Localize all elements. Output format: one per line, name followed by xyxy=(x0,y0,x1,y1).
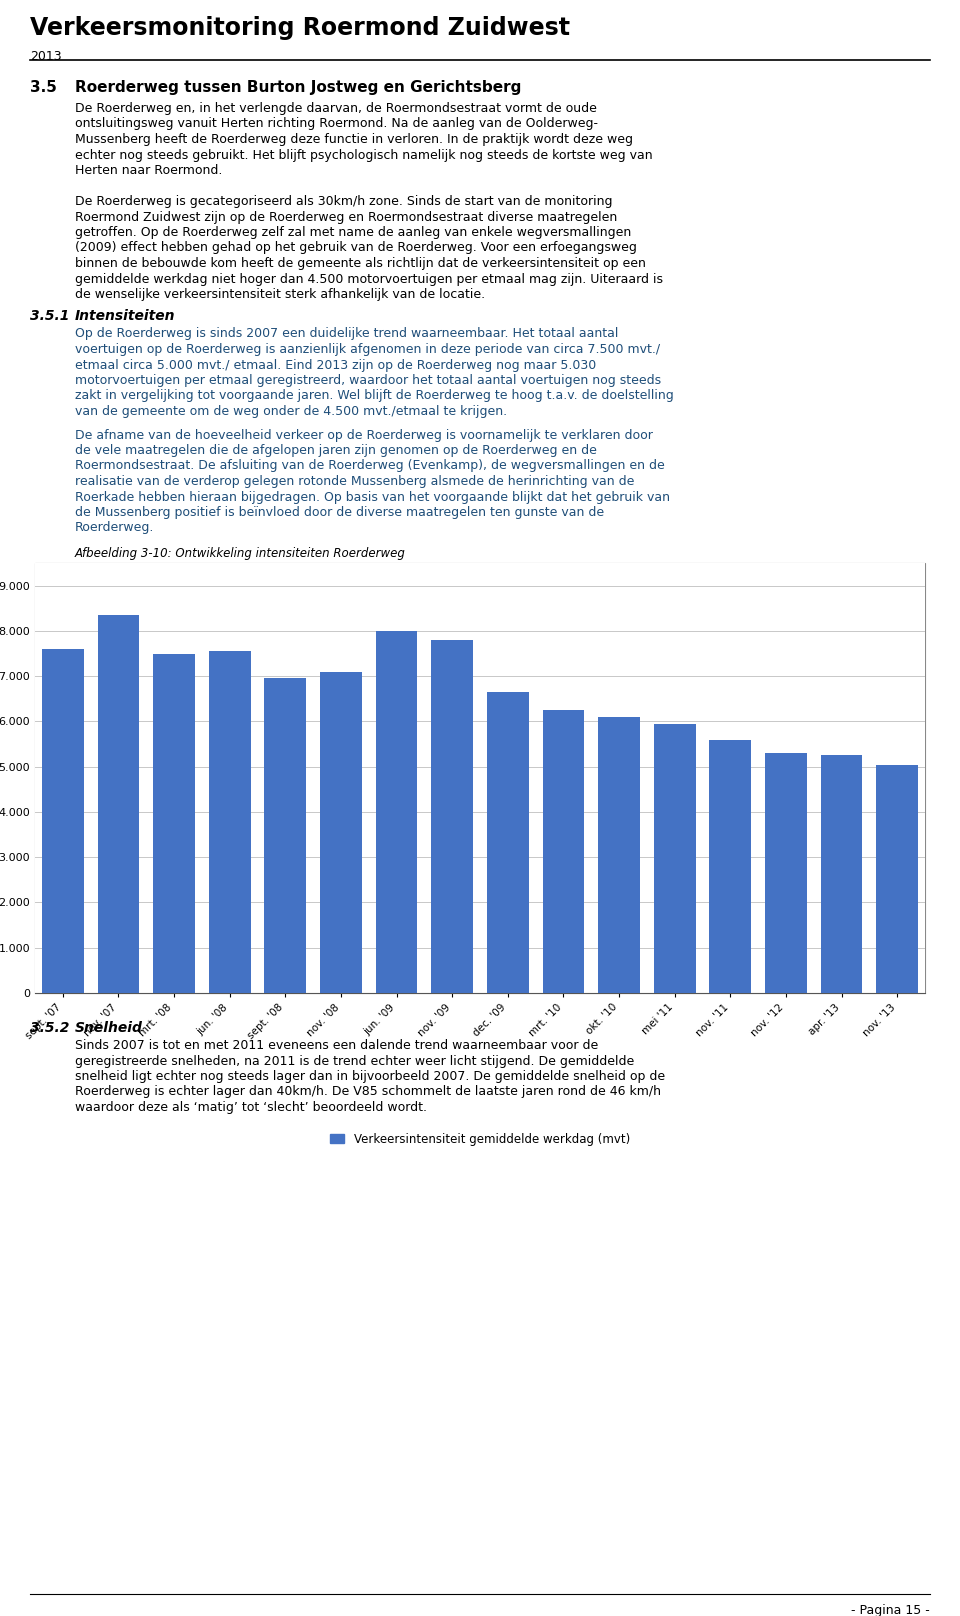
Text: motorvoertuigen per etmaal geregistreerd, waardoor het totaal aantal voertuigen : motorvoertuigen per etmaal geregistreerd… xyxy=(75,373,661,386)
Text: Sinds 2007 is tot en met 2011 eveneens een dalende trend waarneembaar voor de: Sinds 2007 is tot en met 2011 eveneens e… xyxy=(75,1039,598,1052)
Text: etmaal circa 5.000 mvt./ etmaal. Eind 2013 zijn op de Roerderweg nog maar 5.030: etmaal circa 5.000 mvt./ etmaal. Eind 20… xyxy=(75,359,596,372)
Bar xyxy=(598,718,640,992)
Bar xyxy=(431,640,473,992)
Bar xyxy=(35,562,925,992)
Bar xyxy=(209,651,251,992)
Text: waardoor deze als ‘matig’ tot ‘slecht’ beoordeeld wordt.: waardoor deze als ‘matig’ tot ‘slecht’ b… xyxy=(75,1100,427,1113)
Text: binnen de bebouwde kom heeft de gemeente als richtlijn dat de verkeersintensitei: binnen de bebouwde kom heeft de gemeente… xyxy=(75,257,646,270)
Text: Roerderweg tussen Burton Jostweg en Gerichtsberg: Roerderweg tussen Burton Jostweg en Geri… xyxy=(75,81,521,95)
Text: Roerderweg.: Roerderweg. xyxy=(75,522,155,535)
Text: de Mussenberg positief is beïnvloed door de diverse maatregelen ten gunste van d: de Mussenberg positief is beïnvloed door… xyxy=(75,506,604,519)
Bar xyxy=(375,630,418,992)
Text: geregistreerde snelheden, na 2011 is de trend echter weer licht stijgend. De gem: geregistreerde snelheden, na 2011 is de … xyxy=(75,1055,635,1068)
Bar xyxy=(821,755,862,992)
Bar xyxy=(765,753,806,992)
Text: van de gemeente om de weg onder de 4.500 mvt./etmaal te krijgen.: van de gemeente om de weg onder de 4.500… xyxy=(75,406,507,419)
Text: de wenselijke verkeersintensiteit sterk afhankelijk van de locatie.: de wenselijke verkeersintensiteit sterk … xyxy=(75,288,485,301)
Bar xyxy=(487,692,529,992)
Text: voertuigen op de Roerderweg is aanzienlijk afgenomen in deze periode van circa 7: voertuigen op de Roerderweg is aanzienli… xyxy=(75,343,660,356)
Text: 2013: 2013 xyxy=(30,50,61,63)
Text: Intensiteiten: Intensiteiten xyxy=(75,310,176,323)
Text: - Pagina 15 -: - Pagina 15 - xyxy=(852,1605,930,1616)
Text: echter nog steeds gebruikt. Het blijft psychologisch namelijk nog steeds de kort: echter nog steeds gebruikt. Het blijft p… xyxy=(75,149,653,162)
Text: Op de Roerderweg is sinds 2007 een duidelijke trend waarneembaar. Het totaal aan: Op de Roerderweg is sinds 2007 een duide… xyxy=(75,328,618,341)
Legend: Verkeersintensiteit gemiddelde werkdag (mvt): Verkeersintensiteit gemiddelde werkdag (… xyxy=(325,1128,635,1151)
Bar xyxy=(98,616,139,992)
Bar xyxy=(654,724,696,992)
Text: Verkeersmonitoring Roermond Zuidwest: Verkeersmonitoring Roermond Zuidwest xyxy=(30,16,570,40)
Text: Afbeelding 3-10: Ontwikkeling intensiteiten Roerderweg: Afbeelding 3-10: Ontwikkeling intensitei… xyxy=(75,546,406,561)
Bar xyxy=(709,740,751,992)
Text: ontsluitingsweg vanuit Herten richting Roermond. Na de aanleg van de Oolderweg-: ontsluitingsweg vanuit Herten richting R… xyxy=(75,118,598,131)
Bar xyxy=(542,709,585,992)
Bar xyxy=(154,653,195,992)
Bar xyxy=(264,679,306,992)
Text: 3.5.2: 3.5.2 xyxy=(30,1021,69,1034)
Text: 3.5.1: 3.5.1 xyxy=(30,310,69,323)
Text: getroffen. Op de Roerderweg zelf zal met name de aanleg van enkele wegversmallin: getroffen. Op de Roerderweg zelf zal met… xyxy=(75,226,632,239)
Bar xyxy=(320,672,362,992)
Text: De afname van de hoeveelheid verkeer op de Roerderweg is voornamelijk te verklar: De afname van de hoeveelheid verkeer op … xyxy=(75,428,653,441)
Text: zakt in vergelijking tot voorgaande jaren. Wel blijft de Roerderweg te hoog t.a.: zakt in vergelijking tot voorgaande jare… xyxy=(75,389,674,402)
Text: Snelheid: Snelheid xyxy=(75,1021,143,1034)
Text: Roerderweg is echter lager dan 40km/h. De V85 schommelt de laatste jaren rond de: Roerderweg is echter lager dan 40km/h. D… xyxy=(75,1086,661,1099)
Text: gemiddelde werkdag niet hoger dan 4.500 motorvoertuigen per etmaal mag zijn. Uit: gemiddelde werkdag niet hoger dan 4.500 … xyxy=(75,273,663,286)
Text: Herten naar Roermond.: Herten naar Roermond. xyxy=(75,163,223,178)
Text: realisatie van de verderop gelegen rotonde Mussenberg alsmede de herinrichting v: realisatie van de verderop gelegen roton… xyxy=(75,475,635,488)
Text: Mussenberg heeft de Roerderweg deze functie in verloren. In de praktijk wordt de: Mussenberg heeft de Roerderweg deze func… xyxy=(75,133,633,145)
Text: Roermond Zuidwest zijn op de Roerderweg en Roermondsestraat diverse maatregelen: Roermond Zuidwest zijn op de Roerderweg … xyxy=(75,210,617,223)
Text: Roerkade hebben hieraan bijgedragen. Op basis van het voorgaande blijkt dat het : Roerkade hebben hieraan bijgedragen. Op … xyxy=(75,491,670,504)
Text: Roermondsestraat. De afsluiting van de Roerderweg (Evenkamp), de wegversmallinge: Roermondsestraat. De afsluiting van de R… xyxy=(75,459,664,472)
Bar xyxy=(876,766,918,992)
Bar xyxy=(42,650,84,992)
Text: De Roerderweg is gecategoriseerd als 30km/h zone. Sinds de start van de monitori: De Roerderweg is gecategoriseerd als 30k… xyxy=(75,196,612,208)
Text: (2009) effect hebben gehad op het gebruik van de Roerderweg. Voor een erfoegangs: (2009) effect hebben gehad op het gebrui… xyxy=(75,241,636,254)
Text: de vele maatregelen die de afgelopen jaren zijn genomen op de Roerderweg en de: de vele maatregelen die de afgelopen jar… xyxy=(75,444,597,457)
Text: 3.5: 3.5 xyxy=(30,81,57,95)
Text: De Roerderweg en, in het verlengde daarvan, de Roermondsestraat vormt de oude: De Roerderweg en, in het verlengde daarv… xyxy=(75,102,597,115)
Text: snelheid ligt echter nog steeds lager dan in bijvoorbeeld 2007. De gemiddelde sn: snelheid ligt echter nog steeds lager da… xyxy=(75,1070,665,1083)
